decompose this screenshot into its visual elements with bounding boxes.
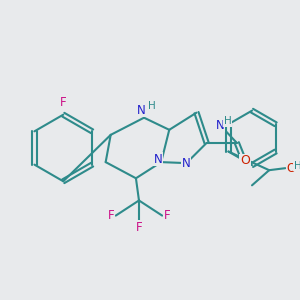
Text: O: O: [240, 154, 250, 167]
Text: F: F: [136, 221, 142, 234]
Text: F: F: [108, 209, 115, 222]
Text: H: H: [148, 101, 155, 111]
Text: F: F: [60, 96, 67, 109]
Text: N: N: [136, 103, 146, 117]
Text: N: N: [154, 153, 163, 166]
Text: O: O: [286, 162, 296, 175]
Text: N: N: [216, 119, 225, 132]
Text: N: N: [182, 157, 191, 169]
Text: H: H: [293, 161, 300, 171]
Text: H: H: [224, 116, 232, 126]
Text: F: F: [164, 209, 170, 222]
